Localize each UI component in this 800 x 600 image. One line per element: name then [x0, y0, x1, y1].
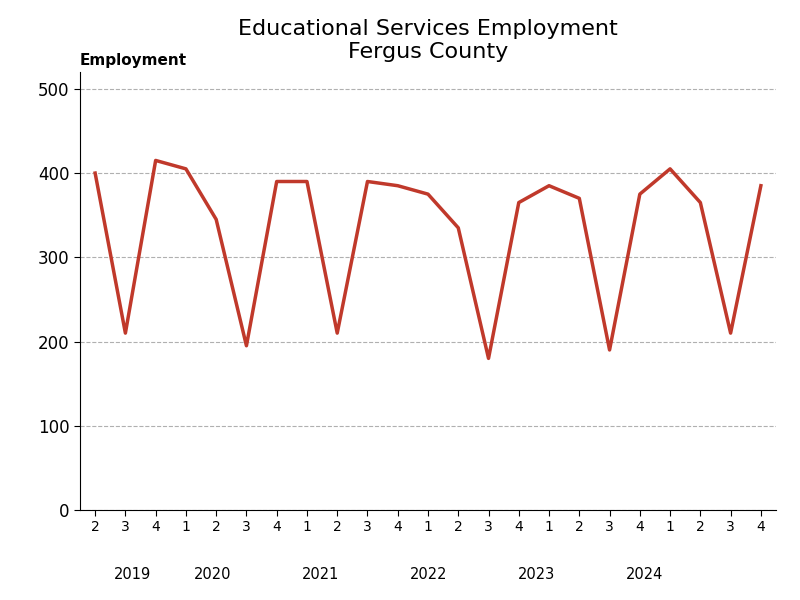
- Text: 2019: 2019: [114, 567, 150, 582]
- Text: 2021: 2021: [302, 567, 339, 582]
- Text: 2024: 2024: [626, 567, 663, 582]
- Text: Employment: Employment: [80, 53, 187, 68]
- Title: Educational Services Employment
Fergus County: Educational Services Employment Fergus C…: [238, 19, 618, 62]
- Text: 2023: 2023: [518, 567, 555, 582]
- Text: 2022: 2022: [410, 567, 447, 582]
- Text: 2020: 2020: [194, 567, 232, 582]
